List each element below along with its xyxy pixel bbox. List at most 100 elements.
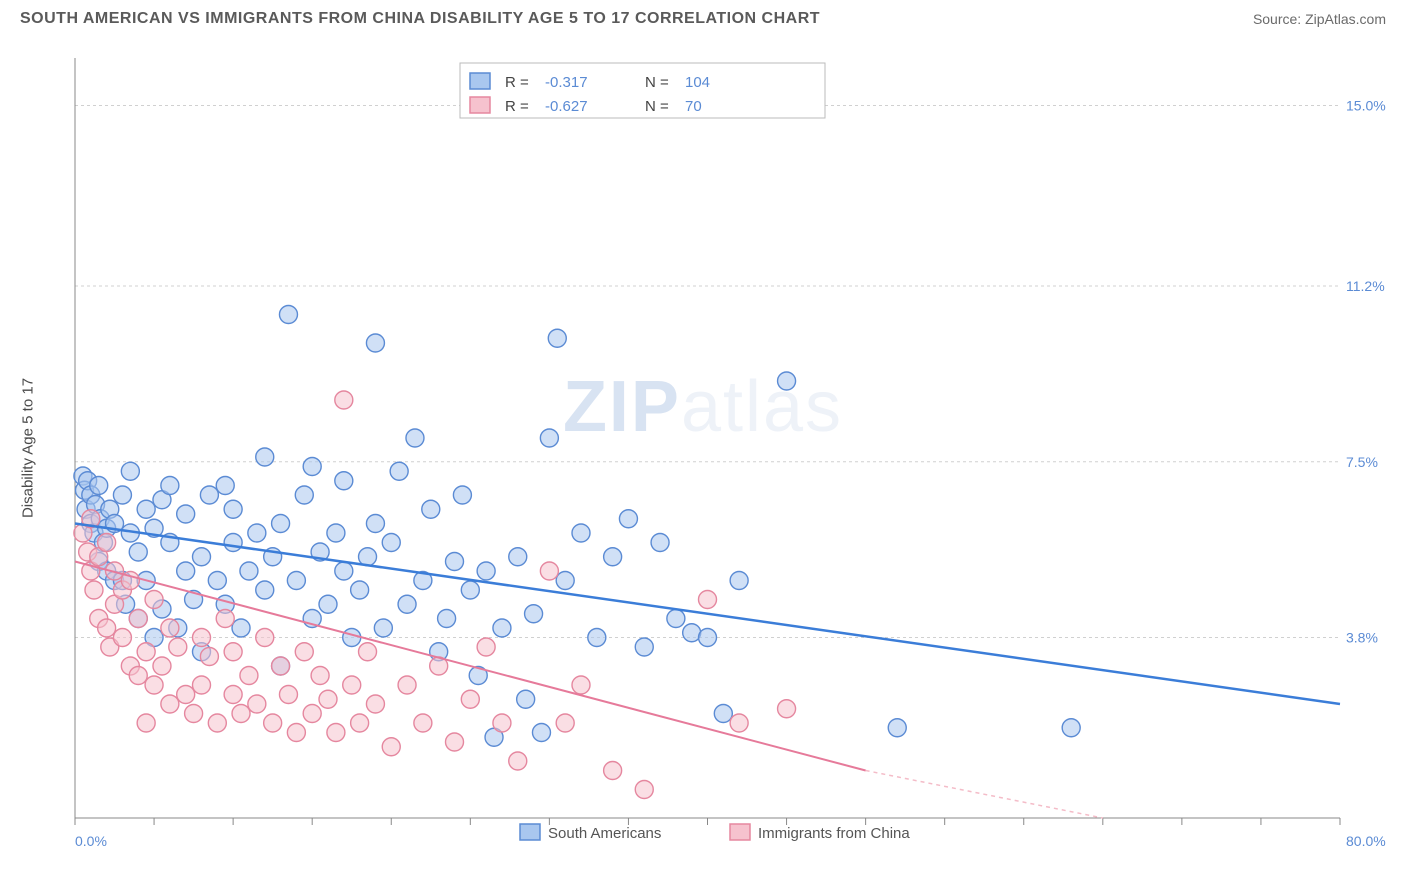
data-point-south_americans (240, 562, 258, 580)
data-point-immigrants_china (137, 643, 155, 661)
data-point-south_americans (287, 572, 305, 590)
data-point-south_americans (343, 629, 361, 647)
data-point-south_americans (335, 562, 353, 580)
data-point-south_americans (161, 477, 179, 495)
chart-header: SOUTH AMERICAN VS IMMIGRANTS FROM CHINA … (0, 0, 1406, 28)
data-point-south_americans (137, 500, 155, 518)
data-point-immigrants_china (335, 391, 353, 409)
data-point-immigrants_china (153, 657, 171, 675)
data-point-south_americans (422, 500, 440, 518)
data-point-immigrants_china (145, 591, 163, 609)
data-point-immigrants_china (327, 724, 345, 742)
data-point-immigrants_china (161, 695, 179, 713)
data-point-south_americans (327, 524, 345, 542)
data-point-immigrants_china (224, 686, 242, 704)
data-point-south_americans (232, 619, 250, 637)
legend-n-value: 104 (685, 74, 710, 91)
data-point-south_americans (532, 724, 550, 742)
data-point-immigrants_china (137, 714, 155, 732)
data-point-south_americans (121, 462, 139, 480)
chart-title: SOUTH AMERICAN VS IMMIGRANTS FROM CHINA … (20, 10, 820, 28)
y-tick-label: 3.8% (1346, 630, 1378, 646)
data-point-immigrants_china (461, 690, 479, 708)
data-point-south_americans (493, 619, 511, 637)
data-point-immigrants_china (359, 643, 377, 661)
data-point-south_americans (453, 486, 471, 504)
data-point-immigrants_china (169, 638, 187, 656)
data-point-south_americans (90, 477, 108, 495)
data-point-south_americans (382, 534, 400, 552)
legend-n-label: N = (645, 98, 669, 115)
data-point-immigrants_china (509, 752, 527, 770)
data-point-immigrants_china (398, 676, 416, 694)
y-tick-label: 7.5% (1346, 454, 1378, 470)
data-point-south_americans (256, 581, 274, 599)
data-point-south_americans (699, 629, 717, 647)
data-point-immigrants_china (446, 733, 464, 751)
data-point-immigrants_china (216, 610, 234, 628)
x-min-label: 0.0% (75, 833, 107, 849)
data-point-immigrants_china (185, 705, 203, 723)
data-point-south_americans (216, 477, 234, 495)
data-point-immigrants_china (279, 686, 297, 704)
data-point-immigrants_china (224, 643, 242, 661)
bottom-legend-label: Immigrants from China (758, 825, 910, 842)
data-point-south_americans (208, 572, 226, 590)
chart-source: Source: ZipAtlas.com (1253, 11, 1386, 27)
data-point-south_americans (509, 548, 527, 566)
legend-r-label: R = (505, 98, 529, 115)
data-point-south_americans (279, 306, 297, 324)
data-point-south_americans (517, 690, 535, 708)
data-point-immigrants_china (699, 591, 717, 609)
data-point-immigrants_china (240, 667, 258, 685)
legend-r-value: -0.317 (545, 74, 588, 91)
data-point-south_americans (1062, 719, 1080, 737)
data-point-south_americans (438, 610, 456, 628)
data-point-south_americans (272, 515, 290, 533)
data-point-south_americans (540, 429, 558, 447)
data-point-south_americans (525, 605, 543, 623)
legend-r-label: R = (505, 74, 529, 91)
data-point-immigrants_china (730, 714, 748, 732)
data-point-south_americans (177, 505, 195, 523)
data-point-immigrants_china (161, 619, 179, 637)
data-point-immigrants_china (382, 738, 400, 756)
data-point-south_americans (335, 472, 353, 490)
data-point-south_americans (461, 581, 479, 599)
data-point-south_americans (556, 572, 574, 590)
data-point-south_americans (588, 629, 606, 647)
data-point-south_americans (366, 515, 384, 533)
data-point-south_americans (635, 638, 653, 656)
data-point-south_americans (177, 562, 195, 580)
data-point-south_americans (446, 553, 464, 571)
data-point-immigrants_china (177, 686, 195, 704)
data-point-immigrants_china (264, 714, 282, 732)
bottom-legend-label: South Americans (548, 825, 661, 842)
data-point-immigrants_china (113, 629, 131, 647)
data-point-south_americans (888, 719, 906, 737)
data-point-immigrants_china (272, 657, 290, 675)
y-tick-label: 15.0% (1346, 98, 1386, 114)
data-point-south_americans (398, 595, 416, 613)
data-point-immigrants_china (193, 676, 211, 694)
data-point-south_americans (113, 486, 131, 504)
data-point-immigrants_china (129, 667, 147, 685)
data-point-immigrants_china (635, 781, 653, 799)
data-point-immigrants_china (604, 762, 622, 780)
data-point-south_americans (319, 595, 337, 613)
data-point-immigrants_china (343, 676, 361, 694)
x-max-label: 80.0% (1346, 833, 1386, 849)
y-tick-label: 11.2% (1346, 278, 1385, 294)
data-point-south_americans (359, 548, 377, 566)
data-point-immigrants_china (98, 619, 116, 637)
data-point-south_americans (295, 486, 313, 504)
data-point-immigrants_china (85, 581, 103, 599)
y-axis-label: Disability Age 5 to 17 (20, 378, 37, 518)
data-point-south_americans (604, 548, 622, 566)
data-point-immigrants_china (248, 695, 266, 713)
data-point-south_americans (477, 562, 495, 580)
bottom-legend-swatch (520, 824, 540, 840)
data-point-immigrants_china (232, 705, 250, 723)
source-prefix: Source: (1253, 11, 1305, 27)
data-point-immigrants_china (98, 534, 116, 552)
